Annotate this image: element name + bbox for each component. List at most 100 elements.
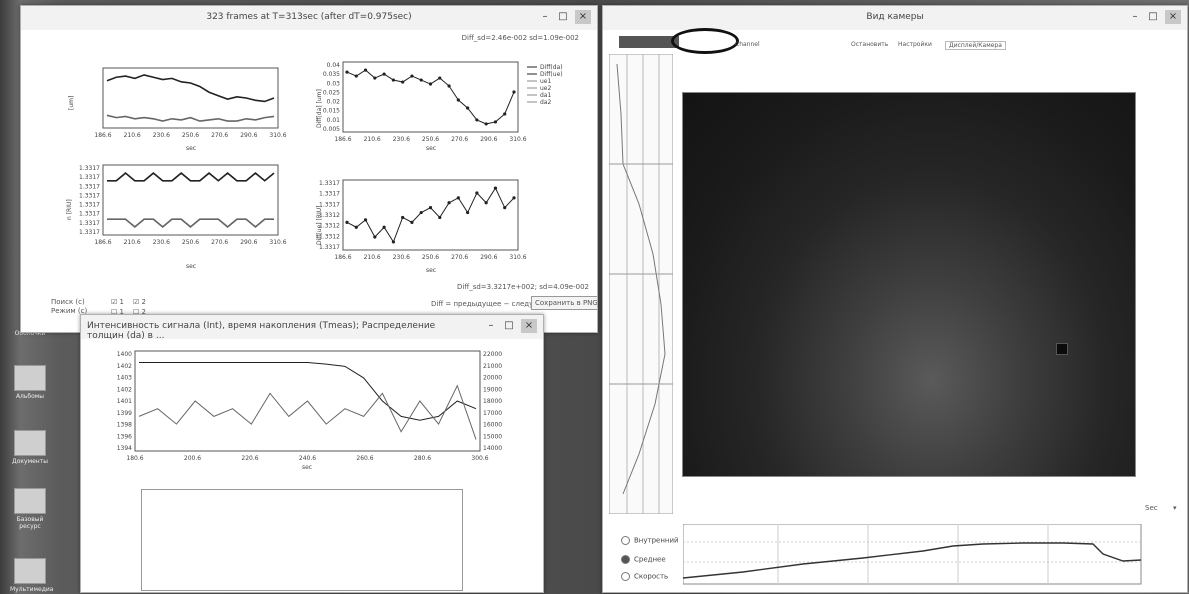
plot-frame (342, 179, 519, 251)
desktop-icon-documents[interactable]: Документы (10, 430, 50, 465)
y-tick-label: 1.3317 (79, 229, 100, 236)
checkbox-2[interactable]: ☑ 2 (133, 298, 146, 306)
y-tick-label: 1403 (117, 375, 132, 382)
y-tick-label: 1396 (117, 433, 132, 440)
x-tick-label: 270.6 (451, 136, 468, 143)
series-line (139, 362, 477, 421)
x-tick-label: 290.6 (480, 254, 497, 261)
series-point (354, 74, 358, 78)
series-point (493, 186, 498, 190)
y-tick-label-right: 21000 (483, 363, 502, 370)
x-tick-label: 250.6 (422, 254, 439, 261)
close-icon[interactable]: × (575, 10, 591, 24)
intensity-window: Интенсивность сигнала (Int), время накоп… (80, 314, 544, 593)
series-point (410, 74, 414, 78)
stats-top: Diff_sd=2.46e-002 sd=1.09e-002 (461, 34, 579, 42)
series-point (391, 240, 395, 244)
plot-frame (102, 164, 279, 236)
series-point (363, 218, 368, 222)
desktop-icon-multimedia[interactable]: Мультимедиа (10, 558, 54, 593)
radio-average[interactable]: Среднее (621, 555, 666, 564)
y-tick-label: 1.3312 (319, 223, 340, 230)
series-point (438, 76, 442, 80)
plot-frame (342, 61, 519, 133)
intensity-titlebar[interactable]: Интенсивность сигнала (Int), время накоп… (81, 315, 543, 341)
x-tick-label: 270.6 (451, 254, 468, 261)
radio-internal[interactable]: Внутренний (621, 536, 679, 545)
series-line (107, 218, 274, 228)
frames-window: 323 frames at T=313sec (after dT=0.975se… (20, 5, 598, 333)
x-tick-label: 290.6 (240, 132, 257, 139)
intensity-plot: 180.6 200.6 220.6 240.6 260.6 280.6 300.6 1400 1… (117, 350, 502, 471)
checkbox-1[interactable]: ☑ 1 (111, 298, 124, 306)
minimize-icon[interactable]: – (542, 11, 548, 22)
camera-titlebar[interactable]: Вид камеры – □ × (603, 6, 1187, 30)
frames-titlebar[interactable]: 323 frames at T=313sec (after dT=0.975se… (21, 6, 597, 30)
close-icon[interactable]: × (521, 319, 537, 333)
series-point (456, 98, 460, 102)
desktop-icon-shells[interactable]: Оболочки (10, 330, 50, 337)
series-point (512, 196, 516, 200)
x-tick-label: 310.6 (269, 239, 286, 246)
y-axis-label: Diff[ue] [RIU] (316, 205, 323, 245)
series-point (373, 235, 377, 239)
y-tick-label: 1.3317 (319, 180, 340, 187)
legend-item: Diff(da) (540, 64, 563, 71)
camera-image[interactable] (682, 92, 1136, 477)
series-point (382, 72, 386, 76)
close-icon[interactable]: × (1165, 10, 1181, 24)
series-point (475, 191, 479, 195)
frames-plots: 186.6 210.6 230.6 250.6 270.6 290.6 310.6 186.6… (66, 61, 563, 274)
y-tick-label-right: 17000 (483, 410, 502, 417)
radio-speed[interactable]: Скорость (621, 572, 668, 581)
y-tick-label: 0.005 (323, 126, 340, 133)
chevron-down-icon[interactable]: ▾ (1173, 504, 1177, 512)
desktop-icon-label: Мультимедиа (10, 586, 54, 593)
tab-settings[interactable]: Настройки (898, 41, 932, 48)
maximize-icon[interactable]: □ (1148, 11, 1158, 22)
tab-stop[interactable]: Остановить (851, 41, 889, 48)
minimize-icon[interactable]: – (488, 320, 494, 331)
tab-channel[interactable]: Channel (735, 41, 760, 48)
series-point (447, 201, 451, 205)
y-tick-label: 1.3317 (319, 201, 340, 208)
maximize-icon[interactable]: □ (558, 11, 568, 22)
series-point (484, 122, 488, 126)
intensity-window-title: Интенсивность сигнала (Int), время накоп… (87, 321, 436, 341)
tab-display[interactable]: Дисплей/Камера (945, 41, 1006, 50)
y-axis-label: [um] (68, 96, 75, 110)
y-tick-label: 1401 (117, 398, 132, 405)
y-tick-label: 0.025 (323, 89, 340, 96)
legend-item: da1 (540, 92, 551, 99)
series-line (106, 74, 275, 103)
checkbox-3[interactable]: ☐ 1 (111, 308, 124, 316)
series-point (345, 70, 349, 74)
desktop-icon-albums[interactable]: Альбомы (10, 365, 50, 400)
frames-window-title: 323 frames at T=313sec (after dT=0.975se… (206, 12, 412, 22)
x-tick-label: 186.6 (94, 239, 111, 246)
diff-note: Diff = предыдущее − следующее (431, 300, 555, 308)
maximize-icon[interactable]: □ (504, 320, 514, 331)
x-axis-label: sec (426, 267, 436, 274)
x-tick-label: 310.6 (509, 254, 526, 261)
x-axis-label: sec (186, 263, 196, 270)
checkbox-4[interactable]: ☐ 2 (133, 308, 146, 316)
y-tick-label: 1.3317 (319, 244, 340, 251)
time-trace (683, 524, 1142, 585)
camera-window-title: Вид камеры (866, 12, 924, 22)
desktop-icon-label: Документы (12, 458, 48, 465)
series-point (401, 215, 405, 220)
y-tick-label-right: 22000 (483, 351, 502, 358)
series-point (428, 82, 433, 86)
series-point (456, 196, 460, 200)
series-line (107, 172, 275, 182)
x-tick-label: 300.6 (471, 455, 488, 462)
toolbar-dark-button[interactable] (619, 36, 679, 48)
desktop-icon-base[interactable]: Базовый ресурс (10, 488, 50, 530)
desktop-icon-label: Альбомы (15, 393, 45, 400)
series-point (493, 120, 498, 124)
y-tick-label: 1400 (117, 351, 132, 358)
minimize-icon[interactable]: – (1132, 11, 1138, 22)
save-png-button[interactable]: Сохранить в PNG (531, 296, 597, 310)
series-point (401, 80, 405, 84)
